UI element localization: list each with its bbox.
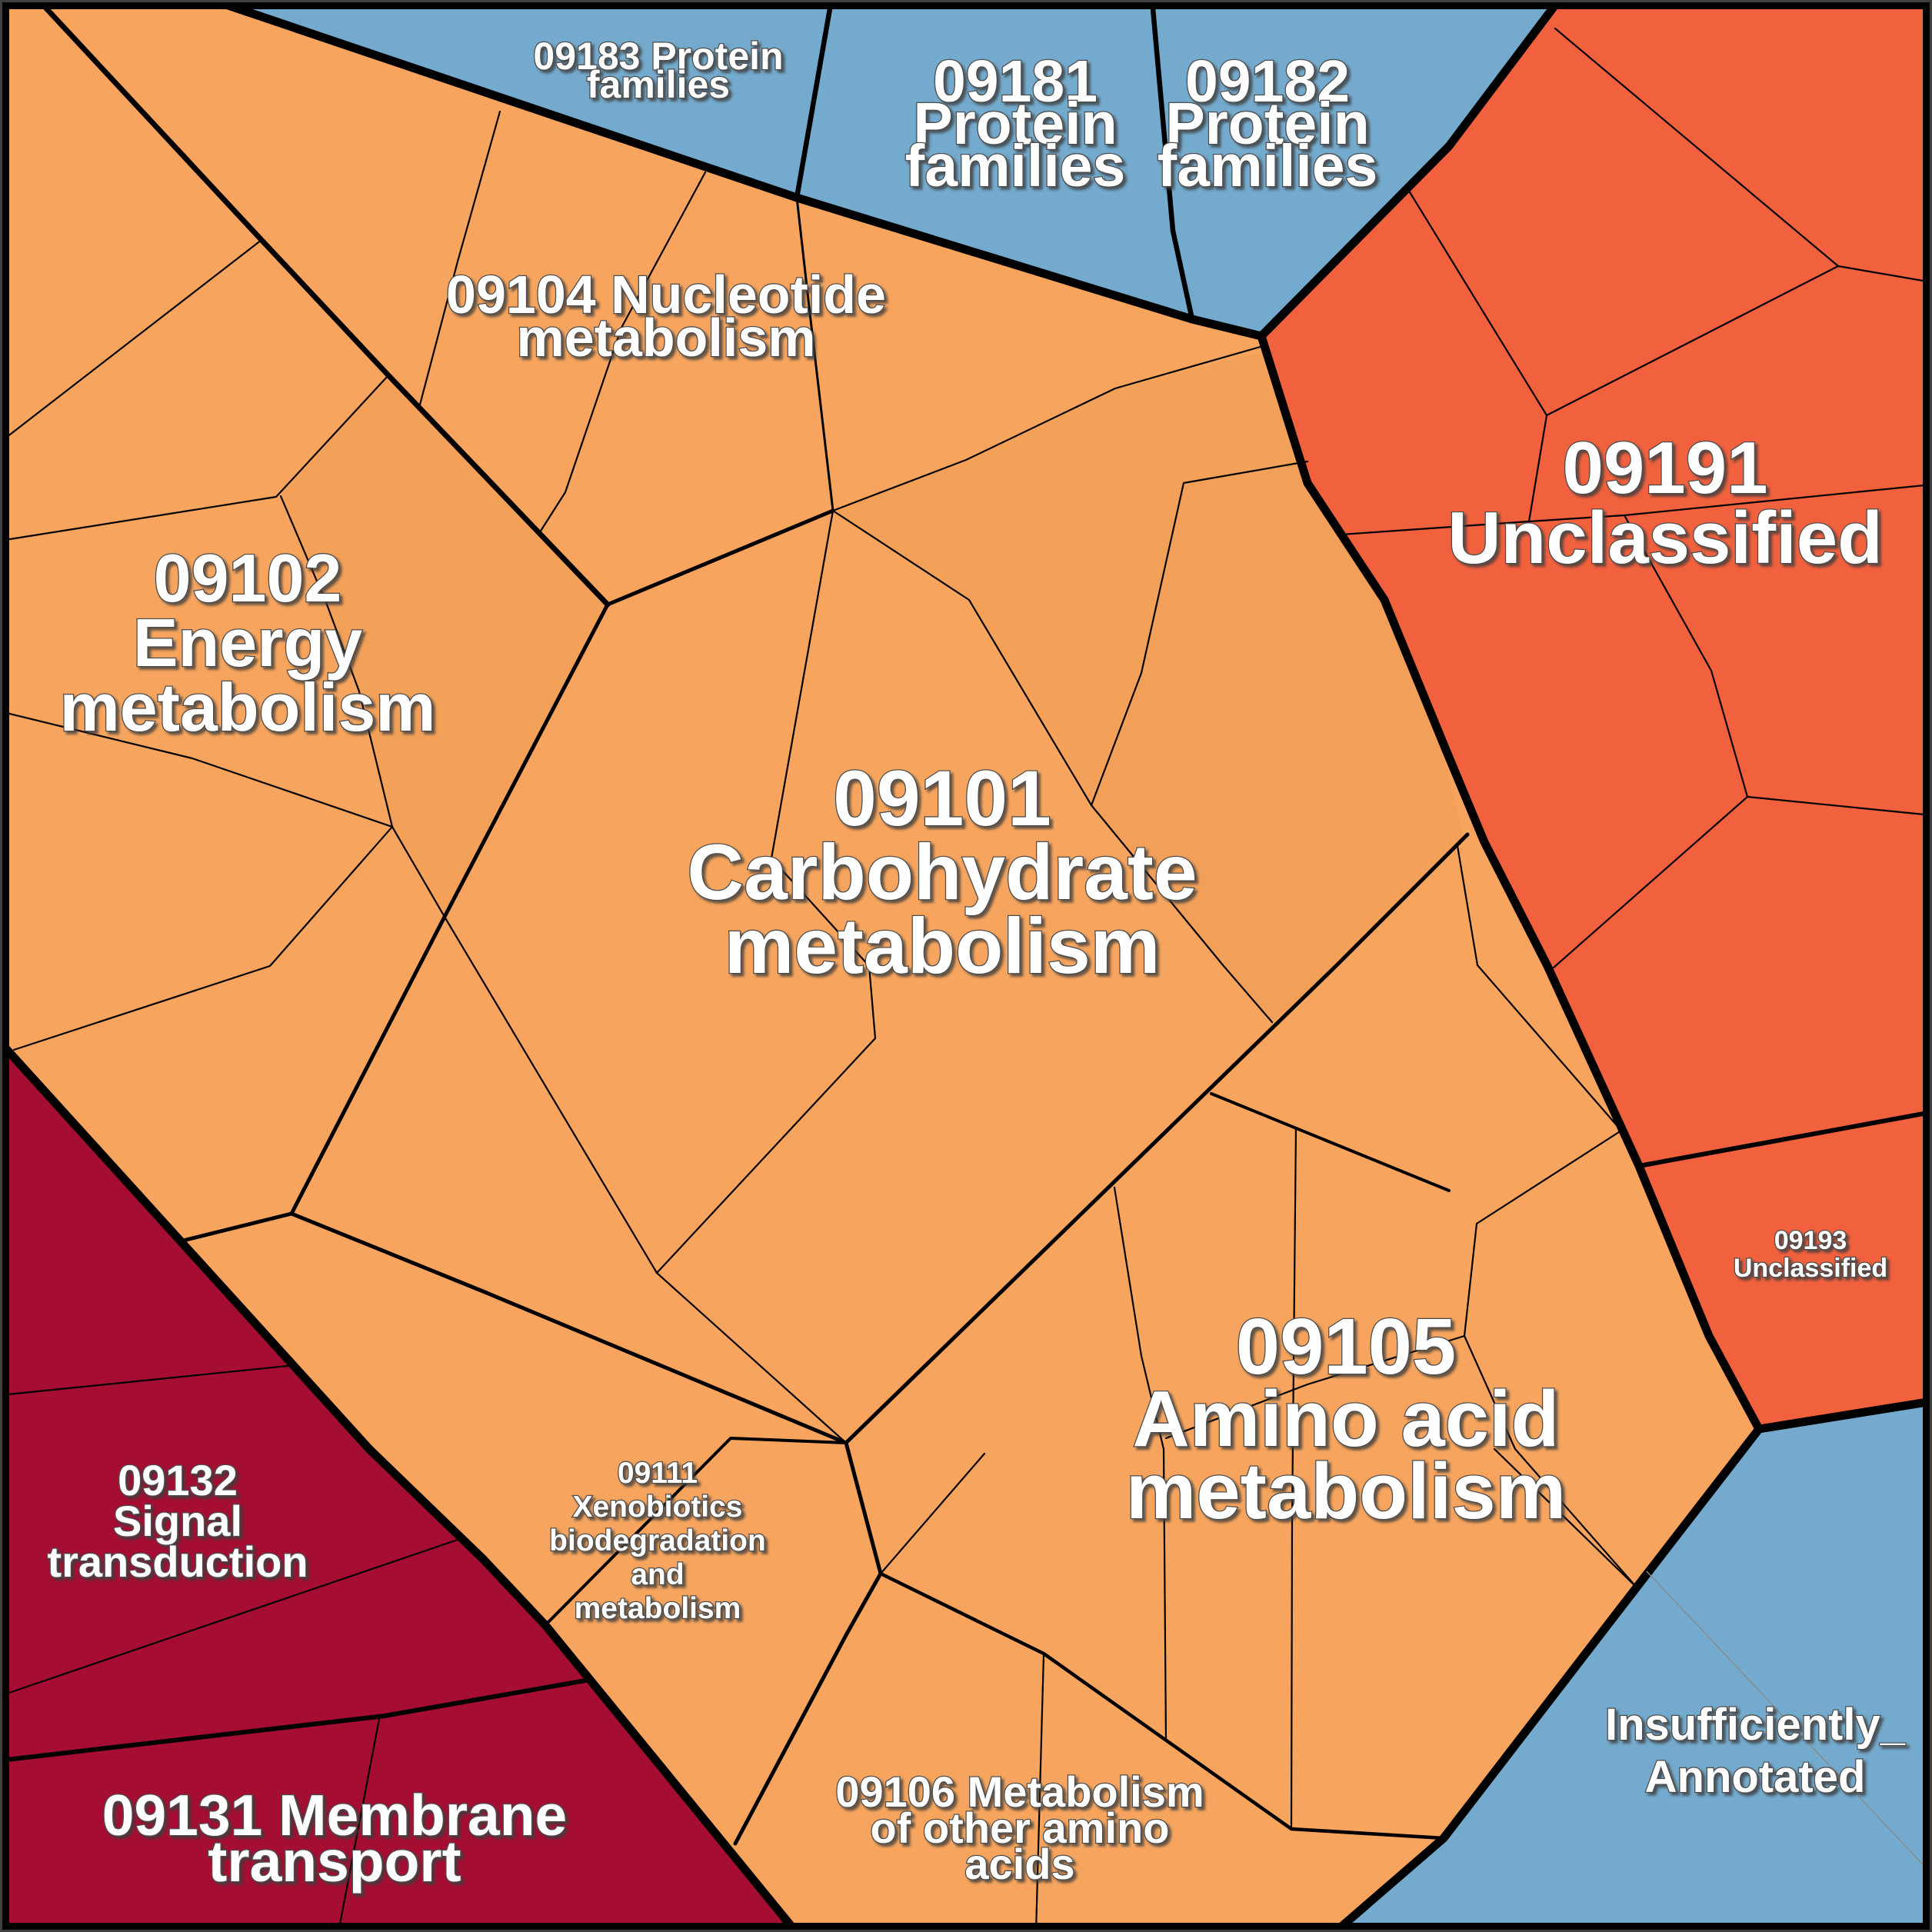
svg-text:Protein: Protein [1165,91,1369,157]
svg-text:09132: 09132 [118,1456,238,1504]
svg-text:acids: acids [964,1840,1074,1888]
svg-text:Insufficiently_: Insufficiently_ [1605,1700,1906,1750]
svg-text:Annotated: Annotated [1645,1752,1866,1802]
svg-text:Amino acid: Amino acid [1132,1374,1559,1463]
svg-text:09104 Nucleotide: 09104 Nucleotide [446,265,886,325]
svg-text:Energy: Energy [133,605,362,681]
svg-text:metabolism: metabolism [517,308,816,368]
svg-text:metabolism: metabolism [575,1592,741,1625]
svg-text:families: families [905,133,1126,199]
svg-text:transport: transport [208,1829,461,1894]
svg-text:09105: 09105 [1236,1302,1456,1391]
svg-text:metabolism: metabolism [59,669,435,745]
svg-text:of other amino: of other amino [871,1804,1170,1852]
svg-text:09101: 09101 [833,754,1051,842]
svg-text:09193: 09193 [1774,1226,1847,1255]
svg-text:families: families [1158,133,1378,199]
svg-text:metabolism: metabolism [1126,1447,1566,1535]
svg-text:09191: 09191 [1563,427,1768,509]
svg-text:09106 Metabolism: 09106 Metabolism [835,1767,1204,1816]
svg-text:families: families [587,63,730,106]
svg-text:Unclassified: Unclassified [1447,497,1883,579]
svg-text:09131 Membrane: 09131 Membrane [102,1783,568,1847]
svg-text:09183 Protein: 09183 Protein [533,35,783,78]
svg-text:biodegradation: biodegradation [549,1524,766,1557]
svg-text:09182: 09182 [1185,48,1350,115]
svg-text:Xenobiotics: Xenobiotics [572,1491,742,1524]
svg-text:Protein: Protein [913,91,1117,157]
svg-text:transduction: transduction [47,1537,308,1586]
svg-text:Signal: Signal [113,1497,242,1545]
svg-text:09111: 09111 [618,1457,698,1490]
svg-text:and: and [631,1558,684,1591]
svg-text:Unclassified: Unclassified [1734,1254,1887,1283]
svg-text:09181: 09181 [933,48,1098,115]
svg-text:metabolism: metabolism [724,902,1161,990]
svg-text:09102: 09102 [154,540,342,616]
svg-text:Carbohydrate: Carbohydrate [687,828,1197,916]
